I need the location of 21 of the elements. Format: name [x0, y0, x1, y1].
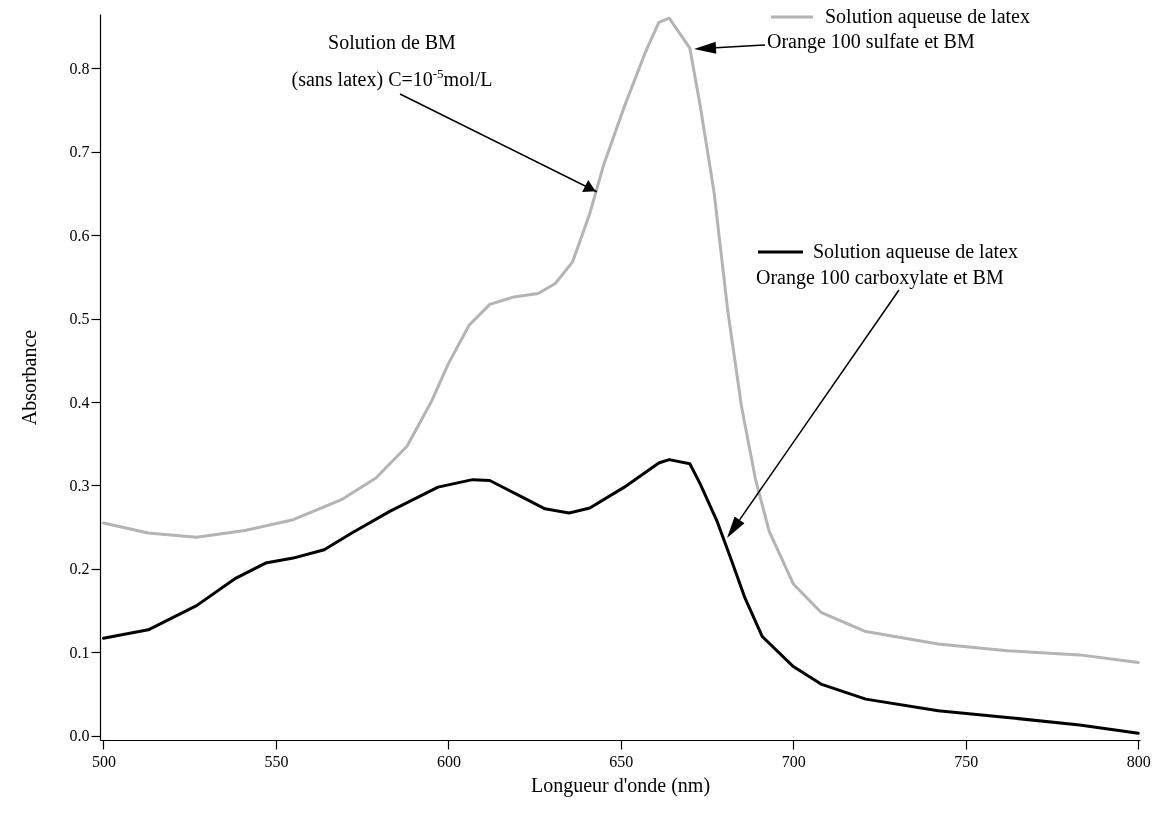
- x-tick-label: 700: [781, 752, 806, 770]
- y-tick-label: 0.0: [69, 727, 90, 745]
- y-axis-title: Absorbance: [17, 329, 40, 426]
- y-tick-label: 0.2: [69, 560, 90, 578]
- y-tick-label: 0.5: [69, 310, 90, 328]
- y-tick-label: 0.6: [69, 226, 90, 244]
- y-tick-label: 0.4: [69, 393, 90, 411]
- legend-label: Solution aqueuse de latex Orange 100 sulfate et BM: [767, 5, 1030, 53]
- x-tick-label: 800: [1126, 752, 1151, 770]
- legend-label: Solution aqueuse de latex Orange 100 carboxylate et BM: [756, 240, 1018, 289]
- x-tick-label: 750: [954, 752, 979, 770]
- x-axis-title: Longueur d'onde (nm): [530, 773, 711, 797]
- y-tick-label: 0.8: [69, 59, 90, 77]
- y-tick-label: 0.3: [69, 476, 90, 494]
- y-tick-label: 0.7: [69, 143, 90, 161]
- annotation: Solution de BM (sans latex) C=10$^{-5}$mol/L: [291, 30, 493, 93]
- x-tick-label: 650: [609, 752, 634, 770]
- x-tick-label: 600: [436, 752, 461, 770]
- x-tick-label: 500: [91, 752, 116, 770]
- y-tick-label: 0.1: [69, 643, 90, 661]
- x-tick-label: 550: [264, 752, 289, 770]
